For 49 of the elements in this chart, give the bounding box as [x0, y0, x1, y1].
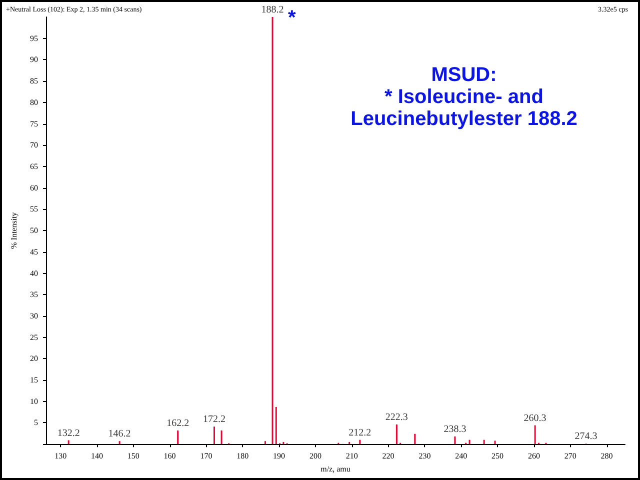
x-tick-label: 160 — [164, 452, 176, 461]
y-tick-label: 35 — [30, 290, 38, 300]
y-tick-label: 75 — [30, 119, 38, 128]
annotation: 260.3 — [524, 412, 546, 424]
x-axis-title: m/z, amu — [320, 464, 350, 474]
y-tick-label: 45 — [30, 247, 38, 256]
annotation: 212.2 — [348, 427, 372, 438]
annotation: 132.2 — [57, 428, 80, 439]
x-tick-label: 180 — [236, 452, 249, 461]
x-tick-label: 260 — [528, 452, 540, 461]
x-tick-label: 270 — [564, 452, 576, 461]
annotation: MSUD: * Isoleucine- and Leucinebutylester 188.2 — [350, 64, 578, 130]
y-tick-label: 95 — [30, 34, 38, 43]
y-tick-label: 85 — [30, 76, 38, 86]
annotation: 162.2 — [166, 418, 190, 429]
y-tick-label: 60 — [30, 183, 38, 192]
y-tick-label: 55 — [30, 204, 38, 214]
y-tick-label: 50 — [30, 226, 38, 236]
y-tick-label: 10 — [30, 396, 38, 406]
x-tick-label: 220 — [382, 452, 394, 461]
x-tick-label: 170 — [200, 452, 212, 461]
x-tick-label: 200 — [309, 452, 322, 461]
annotation: * — [288, 7, 296, 29]
annotation: 172.2 — [202, 414, 226, 426]
x-tick-label: 240 — [455, 452, 468, 461]
y-tick-label: 80 — [30, 98, 38, 107]
x-tick-label: 230 — [418, 452, 431, 461]
y-tick-label: 70 — [30, 140, 38, 150]
annotation: 146.2 — [108, 428, 131, 440]
y-tick-label: 90 — [30, 55, 38, 64]
x-tick-label: 250 — [492, 452, 504, 461]
x-tick-label: 190 — [273, 452, 286, 461]
annotation: 238.3 — [444, 424, 466, 435]
x-tick-label: 210 — [346, 452, 358, 461]
x-tick-label: 150 — [127, 452, 140, 461]
y-tick-label: 65 — [30, 162, 38, 171]
y-tick-label: 30 — [30, 311, 38, 320]
y-tick-label: 5 — [34, 418, 38, 428]
y-tick-label: 15 — [30, 376, 38, 385]
annotation: 274.3 — [574, 431, 598, 442]
x-tick-label: 280 — [600, 452, 613, 461]
y-tick-label: 20 — [30, 354, 38, 364]
y-tick-label: 40 — [30, 268, 38, 278]
x-tick-label: 130 — [54, 452, 67, 461]
x-tick-label: 140 — [90, 452, 103, 461]
y-tick-label: 25 — [30, 332, 38, 342]
annotation: 188.2 — [261, 4, 284, 16]
y-axis-title: % Intensity — [10, 212, 18, 249]
annotation: 222.3 — [385, 412, 408, 423]
